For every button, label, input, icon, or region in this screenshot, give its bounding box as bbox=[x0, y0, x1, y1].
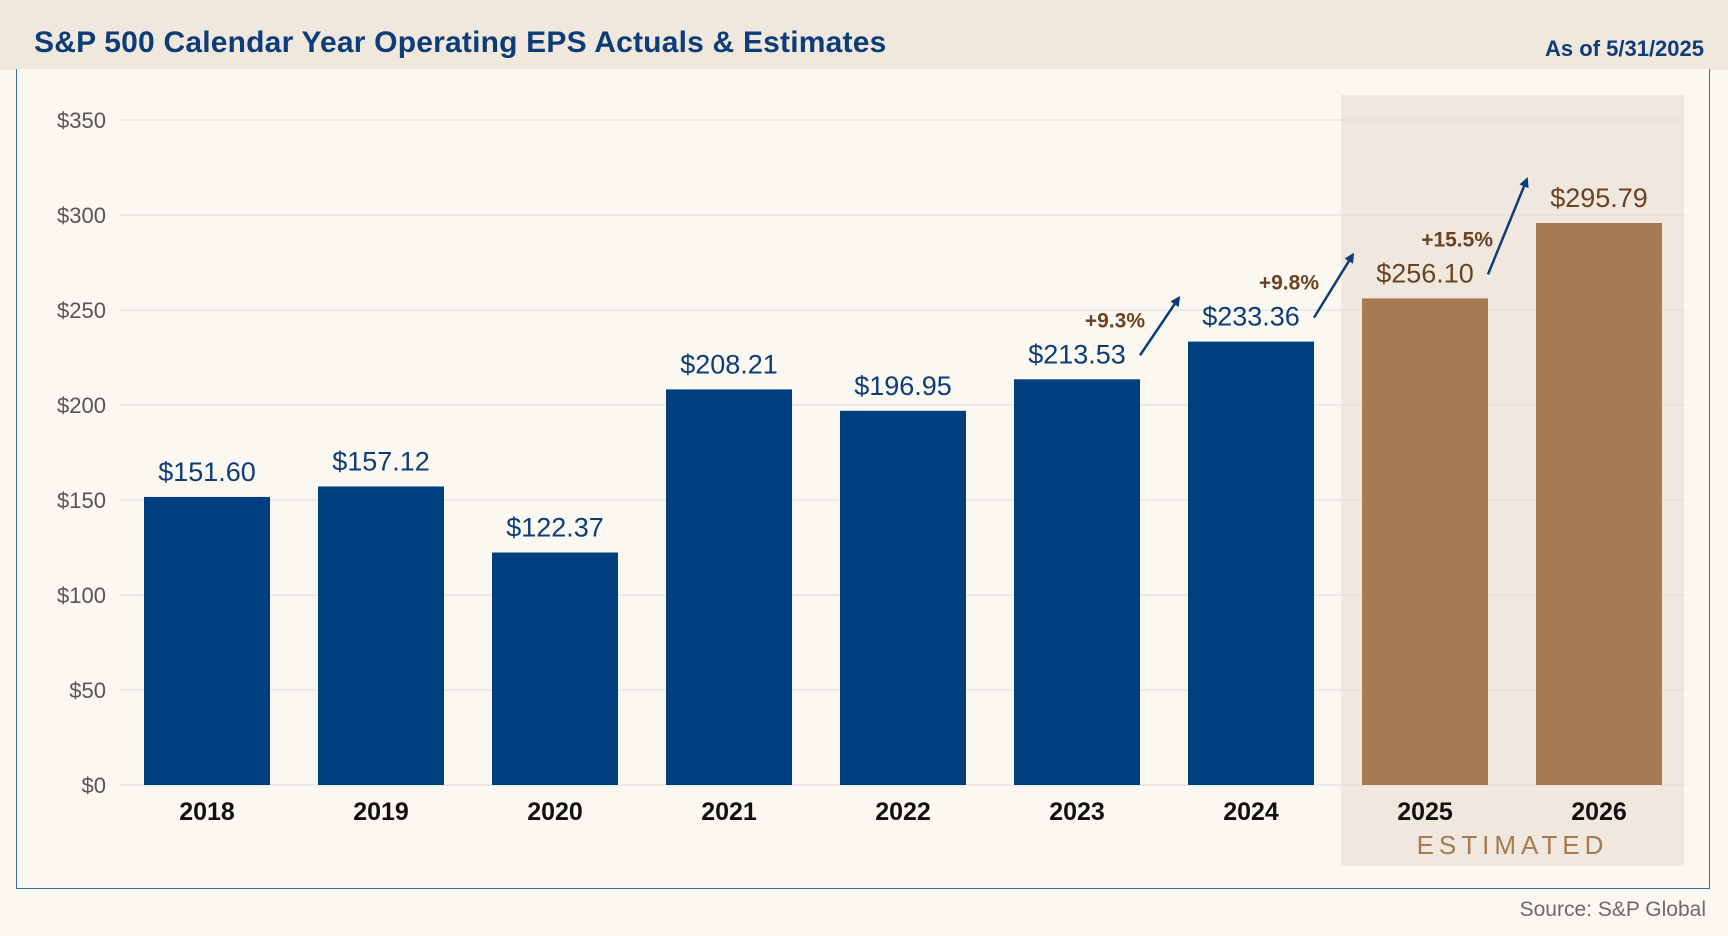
bar-2018 bbox=[144, 496, 270, 785]
x-tick-label-2022: 2022 bbox=[875, 798, 931, 826]
value-label-2026: $295.79 bbox=[1550, 183, 1648, 213]
value-label-2021: $208.21 bbox=[680, 349, 778, 379]
x-tick-label-2020: 2020 bbox=[527, 798, 583, 826]
chart-title: S&P 500 Calendar Year Operating EPS Actu… bbox=[34, 26, 887, 59]
y-tick-label: $200 bbox=[57, 393, 106, 418]
y-tick-label: $0 bbox=[82, 773, 106, 798]
estimated-label: ESTIMATED bbox=[1417, 830, 1609, 860]
y-tick-label: $250 bbox=[57, 298, 106, 323]
value-label-2024: $233.36 bbox=[1202, 302, 1300, 332]
value-label-2025: $256.10 bbox=[1376, 258, 1474, 288]
y-tick-label: $300 bbox=[57, 203, 106, 228]
growth-label-2025: +9.8% bbox=[1259, 272, 1319, 295]
growth-label-2024: +9.3% bbox=[1085, 309, 1145, 332]
y-tick-label: $50 bbox=[69, 678, 106, 703]
bar-2026 bbox=[1536, 222, 1662, 785]
x-tick-label-2024: 2024 bbox=[1223, 798, 1279, 826]
as-of-date: As of 5/31/2025 bbox=[1545, 36, 1704, 61]
y-tick-label: $350 bbox=[57, 108, 106, 133]
bar-2020 bbox=[492, 552, 618, 785]
y-tick-label: $150 bbox=[57, 488, 106, 513]
growth-arrow-2024 bbox=[1138, 295, 1181, 356]
bar-2019 bbox=[318, 486, 444, 785]
header-bar: S&P 500 Calendar Year Operating EPS Actu… bbox=[0, 0, 1728, 70]
value-label-2020: $122.37 bbox=[506, 512, 604, 542]
bar-2024 bbox=[1188, 341, 1314, 785]
x-tick-label-2019: 2019 bbox=[353, 798, 409, 826]
value-label-2018: $151.60 bbox=[158, 457, 256, 487]
x-tick-label-2018: 2018 bbox=[179, 798, 235, 826]
bar-2023 bbox=[1014, 379, 1140, 785]
growth-label-2026: +15.5% bbox=[1421, 228, 1493, 251]
growth-arrow-2025 bbox=[1312, 252, 1355, 319]
x-tick-label-2023: 2023 bbox=[1049, 798, 1105, 826]
x-tick-label-2025: 2025 bbox=[1397, 798, 1453, 826]
value-label-2022: $196.95 bbox=[854, 371, 952, 401]
bar-2021 bbox=[666, 389, 792, 785]
y-tick-label: $100 bbox=[57, 583, 106, 608]
x-tick-label-2026: 2026 bbox=[1571, 798, 1627, 826]
value-label-2019: $157.12 bbox=[332, 446, 430, 476]
growth-arrow-2026 bbox=[1486, 177, 1529, 275]
source-note: Source: S&P Global bbox=[1519, 898, 1706, 921]
bar-2022 bbox=[840, 410, 966, 785]
bar-2025 bbox=[1362, 298, 1488, 785]
value-label-2023: $213.53 bbox=[1028, 339, 1126, 369]
x-tick-label-2021: 2021 bbox=[701, 798, 757, 826]
